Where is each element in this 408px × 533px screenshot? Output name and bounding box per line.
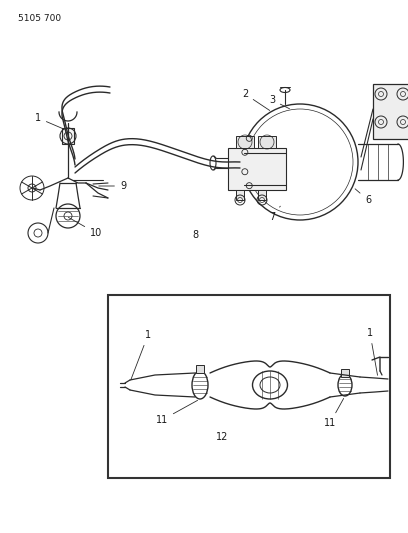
Bar <box>373 84 408 139</box>
Text: 8: 8 <box>192 230 198 240</box>
Bar <box>108 295 390 478</box>
Bar <box>341 369 349 377</box>
Text: 6: 6 <box>355 189 371 205</box>
Text: 9: 9 <box>99 181 126 191</box>
Text: 4: 4 <box>0 532 1 533</box>
Text: 11: 11 <box>156 400 197 425</box>
Text: 11: 11 <box>324 399 344 428</box>
Bar <box>236 190 244 200</box>
Text: 1: 1 <box>367 328 377 375</box>
Text: 2: 2 <box>242 89 270 110</box>
Bar <box>258 190 266 200</box>
Bar <box>258 136 276 148</box>
Text: 10: 10 <box>69 217 102 238</box>
Text: 12: 12 <box>216 432 228 442</box>
Text: 1: 1 <box>131 330 151 379</box>
Bar <box>196 365 204 373</box>
Text: 1: 1 <box>35 113 64 129</box>
Bar <box>228 148 286 190</box>
Text: 3: 3 <box>269 95 290 109</box>
Text: 7: 7 <box>269 206 280 222</box>
Bar <box>62 128 74 144</box>
Bar <box>236 136 254 148</box>
Text: 5105 700: 5105 700 <box>18 14 61 23</box>
